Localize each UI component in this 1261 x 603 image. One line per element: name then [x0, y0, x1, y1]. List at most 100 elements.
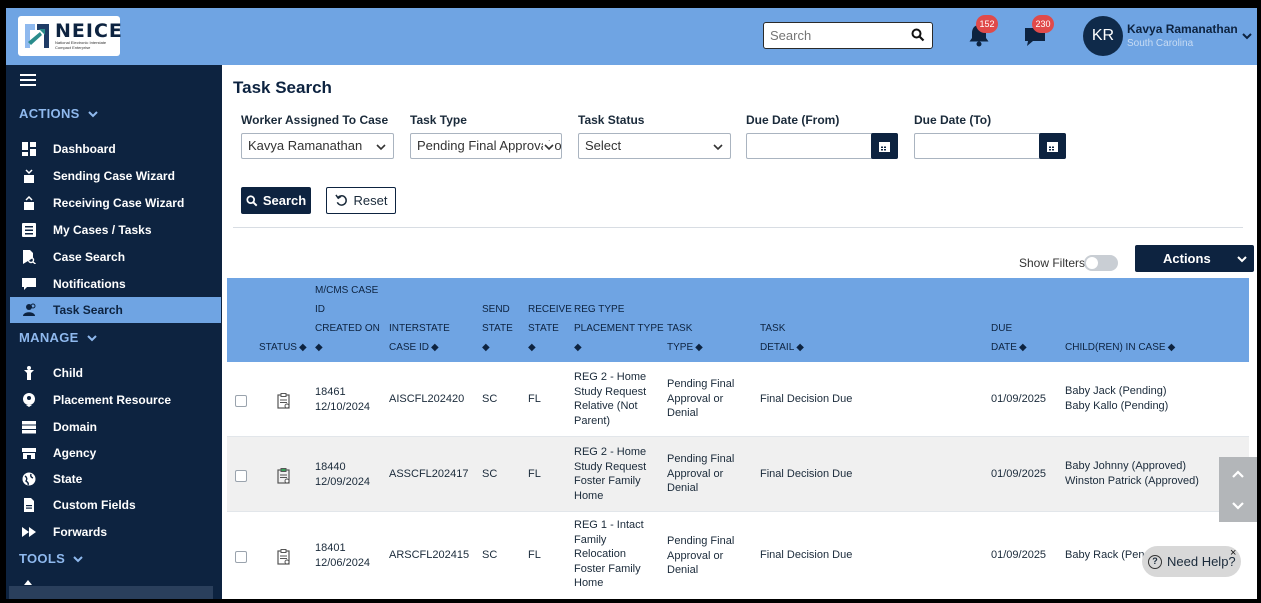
sidebar-item-label: My Cases / Tasks — [53, 223, 152, 237]
search-button[interactable]: Search — [241, 187, 311, 214]
sidebar-item-custom-fields[interactable]: Custom Fields — [10, 492, 221, 518]
avatar[interactable]: KR — [1083, 16, 1123, 56]
sidebar-item-label: Placement Resource — [53, 393, 172, 407]
sidebar-item-notifications[interactable]: Notifications — [10, 271, 221, 297]
sidebar-item-receiving-case-wizard[interactable]: Receiving Case Wizard — [10, 190, 221, 216]
reg-type-cell: REG 2 - Home Study Request Foster Family Ho… — [574, 446, 647, 502]
main-content: Task Search Worker Assigned To Case Kavy… — [222, 65, 1257, 599]
task-type-cell: Pending Final Approval or Denial — [667, 535, 735, 576]
sidebar-item-case-search[interactable]: Case Search — [10, 244, 221, 270]
sidebar-item-label: Notifications — [53, 277, 126, 291]
receive-state-cell: FL — [528, 549, 541, 561]
sidebar-item-agency[interactable]: Agency — [10, 440, 221, 466]
section-manage-toggle[interactable]: MANAGE — [19, 330, 98, 345]
server-icon — [22, 421, 36, 434]
actions-button[interactable]: Actions — [1135, 245, 1254, 272]
section-actions-toggle[interactable]: ACTIONS — [19, 106, 99, 121]
th-children[interactable]: CHILD(REN) IN CASE ◆ — [1065, 338, 1175, 357]
globe-icon — [22, 472, 36, 486]
sidebar-item-sending-case-wizard[interactable]: Sending Case Wizard — [10, 163, 221, 189]
row-checkbox[interactable] — [235, 551, 247, 563]
chevron-up-icon[interactable] — [1231, 467, 1245, 481]
divider — [233, 227, 1243, 228]
sort-icon: ◆ — [315, 342, 323, 353]
task-detail-cell: Final Decision Due — [760, 468, 853, 480]
show-filters-toggle[interactable] — [1084, 255, 1118, 271]
send-state-cell: SC — [482, 393, 498, 405]
th-interstate-case-id[interactable]: INTERSTATE CASE ID ◆ — [389, 319, 450, 357]
user-state: South Carolina — [1127, 38, 1194, 49]
top-bar: NEICE National Electronic Interstate Com… — [6, 8, 1257, 65]
sort-icon: ◆ — [482, 342, 490, 353]
section-tools-toggle[interactable]: TOOLS — [19, 551, 84, 566]
row-checkbox[interactable] — [235, 470, 247, 482]
task-status-select-value: Select — [585, 138, 622, 153]
reset-button[interactable]: Reset — [326, 187, 396, 214]
due-to-calendar-button[interactable] — [1039, 133, 1066, 159]
section-actions-label: ACTIONS — [19, 106, 80, 121]
notifications-badge: 152 — [976, 15, 998, 33]
list-icon — [22, 223, 36, 237]
task-clipboard-icon[interactable] — [277, 468, 290, 484]
show-filters-label: Show Filters — [1019, 256, 1086, 270]
sidebar-item-label: Child — [53, 366, 83, 380]
chevron-down-icon — [376, 144, 386, 151]
th-task-detail[interactable]: TASK DETAIL ◆ — [760, 319, 804, 357]
th-receive-state[interactable]: RECEIVE STATE ◆ — [528, 300, 572, 357]
file-search-icon — [23, 250, 36, 264]
interstate-cell: ASSCFL202417 — [389, 468, 469, 480]
sidebar-item-task-search[interactable]: Task Search — [10, 297, 221, 323]
due-date-cell: 01/09/2025 — [991, 549, 1047, 561]
sidebar-item-domain[interactable]: Domain — [10, 414, 221, 440]
sort-icon: ◆ — [1167, 342, 1176, 353]
sort-icon: ◆ — [431, 342, 439, 353]
th-status[interactable]: STATUS ◆ — [259, 338, 307, 357]
sidebar-item-my-cases-tasks[interactable]: My Cases / Tasks — [10, 217, 221, 243]
row-checkbox[interactable] — [235, 395, 247, 407]
sidebar-item-dashboard[interactable]: Dashboard — [10, 136, 221, 162]
messages[interactable]: 230 — [1022, 15, 1054, 48]
chevron-down-icon[interactable] — [1231, 499, 1245, 513]
task-status-label: Task Status — [578, 113, 645, 127]
task-type-select-value: Pending Final Approval or — [417, 138, 562, 153]
global-search-input[interactable] — [764, 23, 904, 48]
interstate-cell: AISCFL202420 — [389, 393, 465, 405]
th-case-id[interactable]: M/CMS CASE ID CREATED ON ◆ — [315, 281, 380, 357]
logo-mark-icon — [22, 20, 52, 52]
sidebar-item-child[interactable]: Child — [10, 360, 221, 386]
reset-button-label: Reset — [353, 193, 388, 208]
sidebar-item-placement-resource[interactable]: Placement Resource — [10, 387, 221, 413]
menu-icon[interactable] — [20, 74, 36, 86]
sidebar-item-state[interactable]: State — [10, 466, 221, 492]
due-from-input[interactable] — [746, 133, 898, 159]
table-row[interactable]: 18401 12/06/2024 ARSCFL202415 SC FL REG 1… — [227, 512, 1249, 599]
due-to-input[interactable] — [914, 133, 1066, 159]
th-due-date[interactable]: DUE DATE ◆ — [991, 319, 1027, 357]
task-status-select[interactable]: Select — [578, 133, 731, 159]
sidebar-item-forwards[interactable]: Forwards — [10, 519, 221, 545]
close-icon[interactable]: × — [1230, 547, 1237, 559]
caret-up-icon[interactable] — [23, 578, 33, 586]
table-row[interactable]: 18440 12/09/2024 ASSCFL202417 SC FL REG 2… — [227, 437, 1249, 512]
task-type-select[interactable]: Pending Final Approval or — [410, 133, 562, 159]
worker-select[interactable]: Kavya Ramanathan — [241, 133, 394, 159]
chevron-down-icon — [1237, 256, 1247, 263]
notifications-bell[interactable]: 152 — [966, 15, 998, 48]
th-task-type[interactable]: TASK TYPE ◆ — [667, 319, 703, 357]
task-clipboard-icon[interactable] — [277, 393, 290, 409]
task-clipboard-icon[interactable] — [277, 549, 290, 565]
sort-icon: ◆ — [796, 342, 804, 353]
global-search[interactable] — [763, 22, 933, 49]
sidebar-scrollbar[interactable] — [9, 586, 213, 599]
search-icon[interactable] — [911, 28, 925, 42]
th-reg-type[interactable]: REG TYPE PLACEMENT TYPE ◆ — [574, 300, 664, 357]
dashboard-icon — [22, 142, 36, 156]
table-row[interactable]: 18461 12/10/2024 AISCFL202420 SC FL REG 2… — [227, 362, 1249, 437]
due-from-calendar-button[interactable] — [871, 133, 898, 159]
th-send-state[interactable]: SEND STATE ◆ — [482, 300, 513, 357]
chevron-down-icon — [87, 110, 98, 117]
need-help-button[interactable]: ? Need Help? — [1142, 546, 1241, 577]
chevron-down-icon[interactable] — [1241, 30, 1253, 42]
neice-logo[interactable]: NEICE National Electronic Interstate Com… — [18, 16, 122, 56]
user-name[interactable]: Kavya Ramanathan — [1127, 22, 1238, 36]
